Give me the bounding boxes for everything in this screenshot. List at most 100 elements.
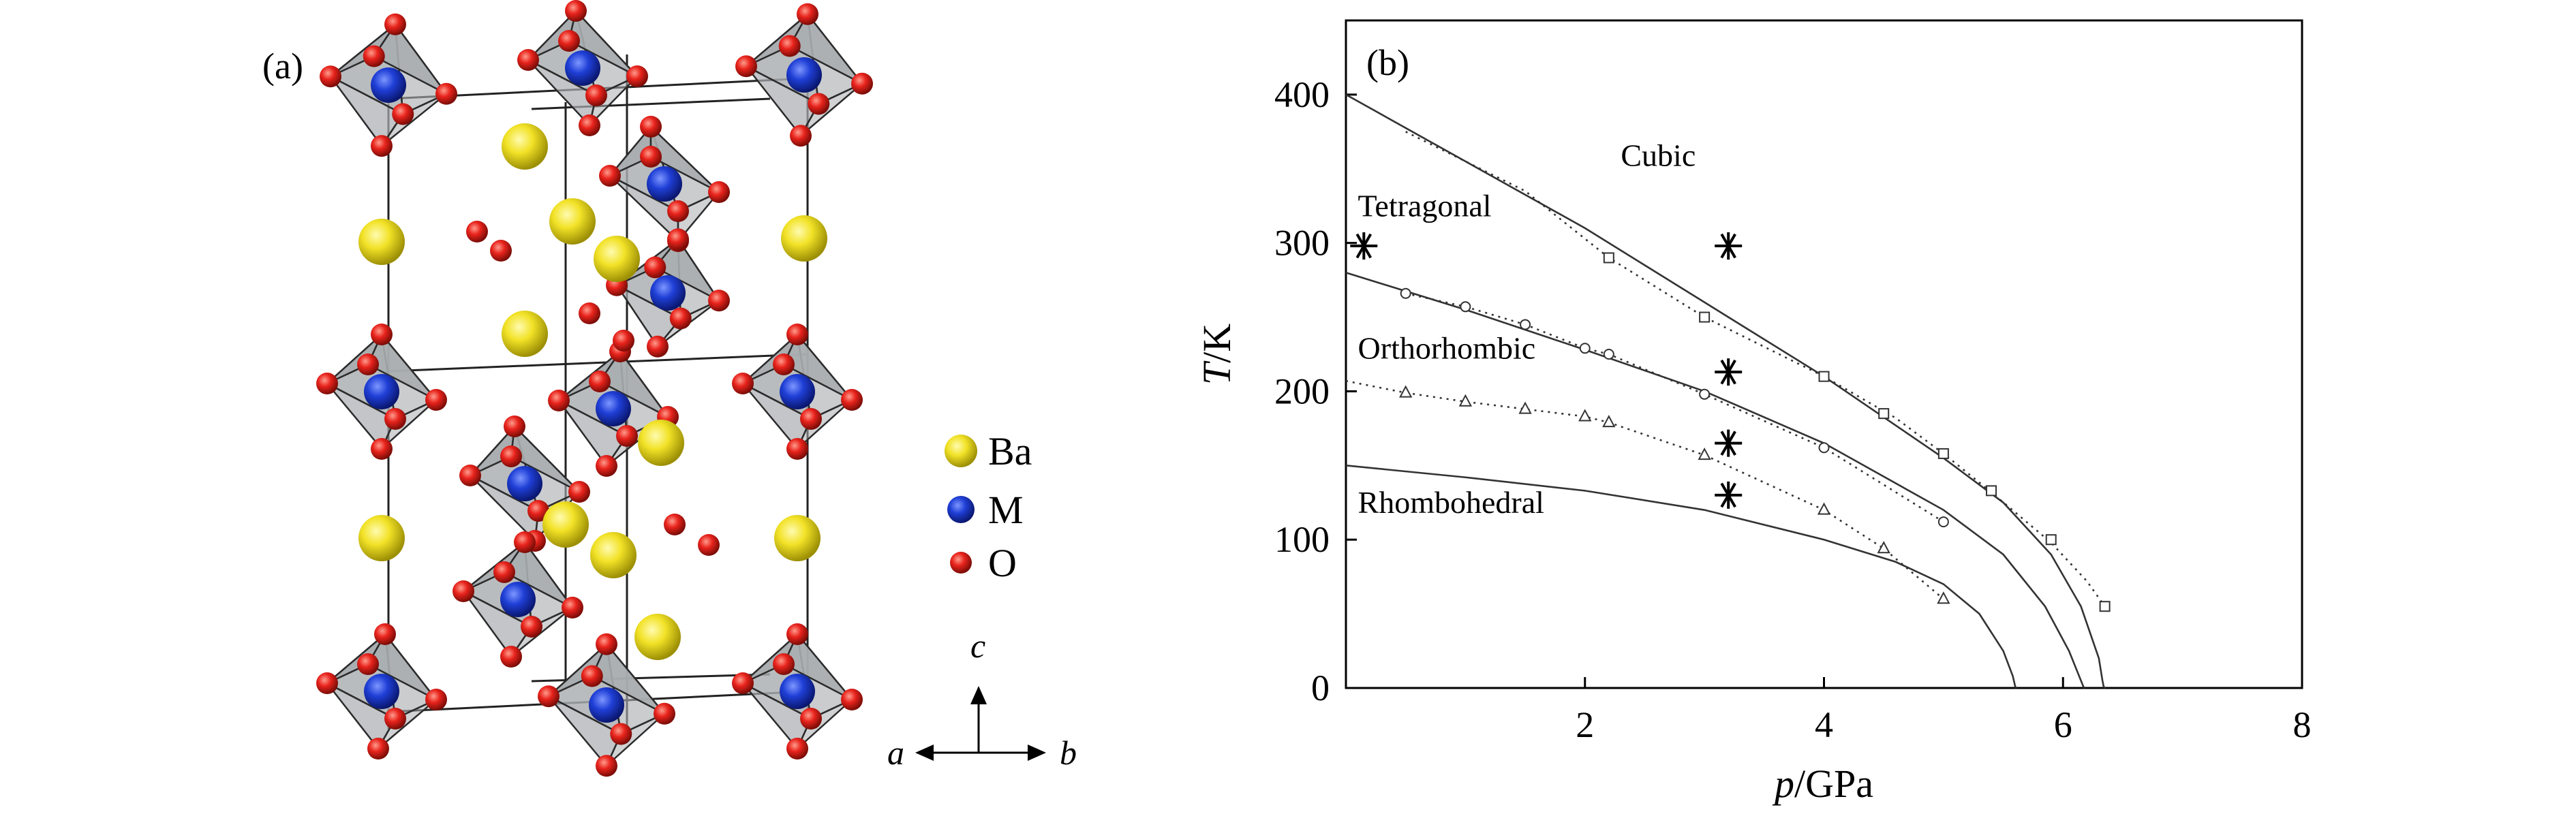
octahedron (744, 11, 863, 138)
series-line-0 (1345, 93, 2106, 689)
o-atom (581, 665, 603, 687)
series-line-5 (1345, 379, 1944, 600)
o-atom (596, 455, 617, 477)
phase-label: Orthorhombic (1358, 331, 1536, 366)
o-atom (565, 0, 587, 22)
triangle-marker (1698, 447, 1711, 460)
circle-marker (1699, 388, 1711, 400)
octahedron-face (796, 698, 853, 749)
asterisk-marker (1715, 429, 1743, 457)
o-atom (640, 146, 662, 168)
phase-boundaries (1345, 93, 2106, 689)
octahedron-face (598, 349, 669, 418)
m-atom (371, 67, 406, 103)
panel-a-crystal-structure: (a) Ba M O c a b (262, 0, 1077, 777)
o-atom (786, 623, 808, 645)
data-markers (1350, 232, 2111, 612)
m-atom (650, 275, 686, 311)
asterisk-marker (1715, 481, 1743, 509)
series-line-1 (1405, 131, 2106, 607)
o-atom (596, 755, 617, 777)
o-atom (616, 425, 638, 447)
o-atom (778, 35, 801, 57)
o-atom (800, 408, 822, 430)
o-atom (579, 114, 600, 136)
octahedron-face (649, 125, 720, 193)
o-atom (371, 438, 393, 460)
ba-atom (358, 219, 405, 265)
asterisk-marker (1715, 358, 1743, 386)
octahedron-face (677, 191, 720, 244)
m-atom (507, 466, 542, 501)
o-atom (514, 531, 536, 553)
m-atom (647, 166, 682, 202)
ba-atom (781, 215, 827, 262)
o-atom (664, 514, 686, 535)
legend-m-label: M (988, 488, 1024, 532)
x-axis-var: p (1772, 762, 1794, 806)
atoms-group (316, 0, 873, 777)
octahedron-face (788, 12, 863, 84)
o-atom (316, 373, 338, 394)
ba-atom (594, 236, 640, 282)
phase-label: Cubic (1621, 138, 1696, 172)
octahedron-face (605, 713, 665, 767)
triangle-marker (1817, 502, 1831, 515)
y-axis-unit: /K (1195, 324, 1239, 363)
o-atom (786, 324, 808, 345)
o-atom (585, 84, 607, 106)
o-atom (504, 416, 525, 437)
legend-ba-swatch (945, 435, 977, 467)
ba-atom (549, 198, 596, 245)
o-atom (732, 373, 754, 394)
ba-atom (634, 614, 681, 660)
o-atom (357, 653, 379, 675)
series-line-2 (1345, 271, 2085, 689)
square-marker (1818, 371, 1830, 382)
o-atom (596, 633, 617, 655)
octahedron-face (782, 332, 853, 401)
o-atom (797, 3, 818, 25)
o-atom (517, 49, 539, 71)
o-atom (466, 221, 488, 242)
o-atom (732, 672, 754, 694)
x-tick-label: 4 (1815, 704, 1833, 745)
o-atom (841, 689, 863, 710)
o-atom (500, 445, 522, 467)
cell-edge-line (531, 97, 771, 110)
cell-edge-line (388, 353, 808, 373)
o-atom (562, 597, 583, 619)
o-atom (367, 738, 389, 760)
m-atom (565, 50, 600, 86)
o-atom (773, 653, 795, 675)
o-atom (773, 354, 795, 375)
o-atom (851, 72, 873, 95)
o-atom (384, 13, 406, 35)
ba-atom (502, 123, 548, 170)
o-atom (435, 82, 457, 105)
o-atom (384, 708, 406, 730)
o-atom (392, 103, 414, 125)
atom-legend: Ba M O (945, 429, 1032, 585)
octahedron-face (372, 22, 448, 95)
o-atom (735, 55, 757, 78)
o-atom (610, 723, 632, 745)
octahedron-face (591, 642, 665, 715)
y-axis-title: T/K (1195, 324, 1239, 385)
o-atom (548, 390, 570, 411)
o-atom (320, 65, 341, 88)
ba-atom (502, 311, 548, 357)
m-atom (500, 582, 536, 617)
y-tick-label: 0 (1311, 668, 1330, 708)
o-atom (425, 689, 447, 710)
octahedron (557, 348, 669, 468)
square-marker (1699, 311, 1711, 323)
circle-marker (1937, 516, 1949, 528)
o-atom (667, 200, 689, 222)
o-atom (568, 481, 590, 503)
octahedron-face (367, 632, 437, 701)
o-atom (493, 561, 515, 583)
o-atom (786, 738, 808, 760)
x-axis-title: p/GPa (1772, 762, 1873, 806)
